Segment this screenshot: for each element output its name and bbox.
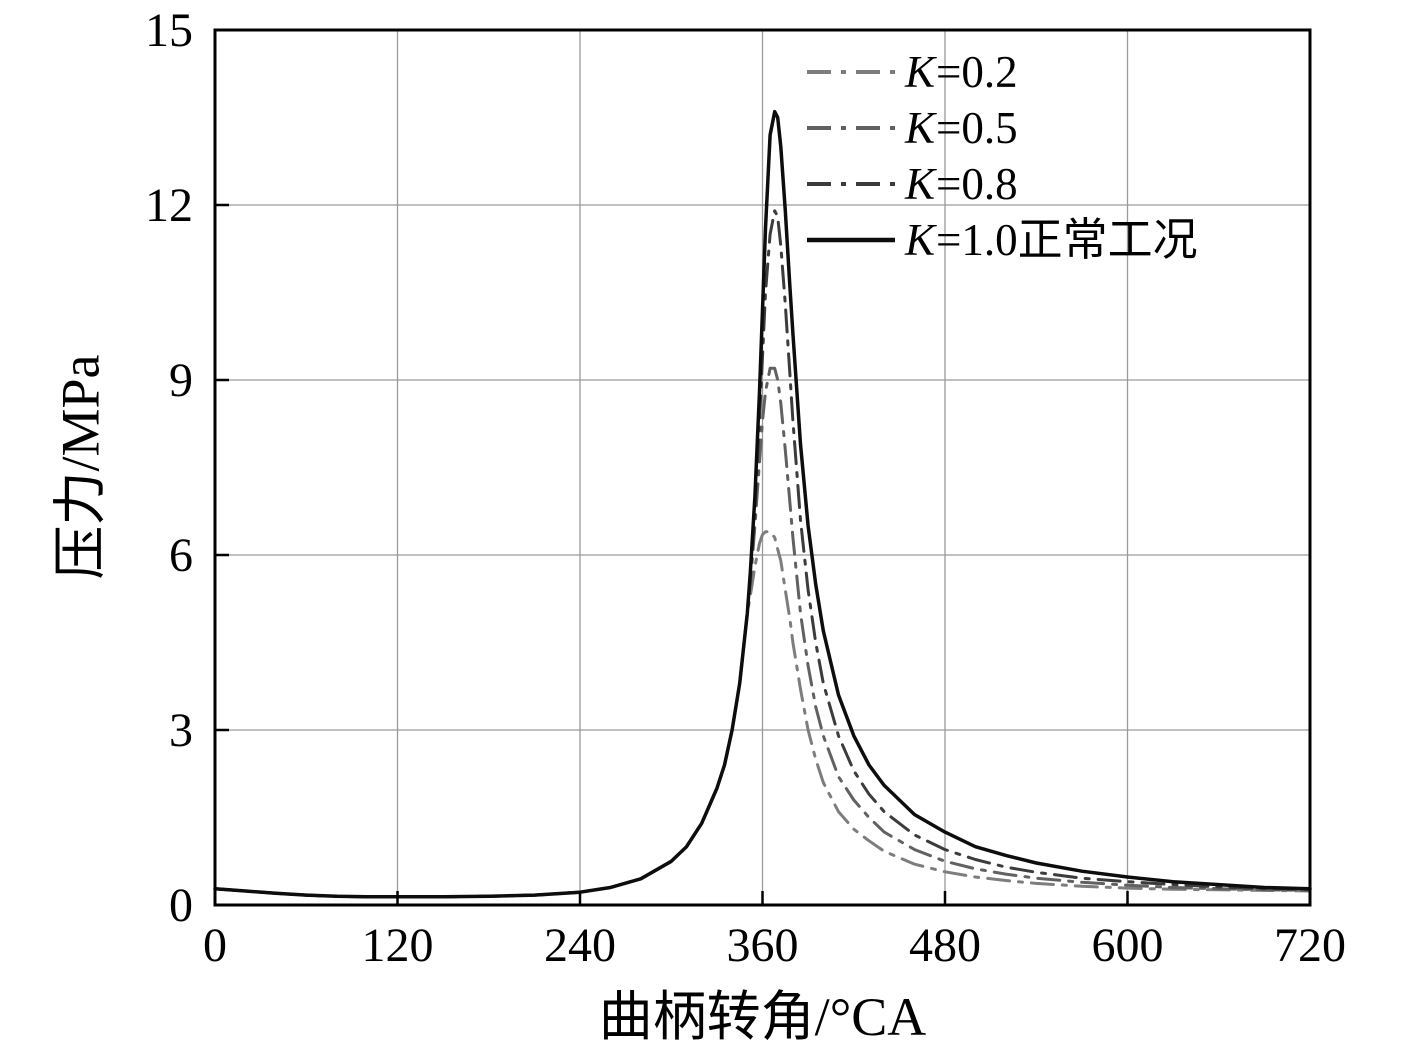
legend-line-sample xyxy=(807,237,895,243)
x-tick-label: 120 xyxy=(362,919,434,972)
x-tick-label: 600 xyxy=(1092,919,1164,972)
y-tick-label: 15 xyxy=(145,4,193,57)
legend-line-sample xyxy=(807,182,895,186)
legend-item-k-0-2: K=0.2 xyxy=(805,46,1198,98)
legend-label: K=0.8 xyxy=(905,158,1018,209)
legend-label-value: =0.2 xyxy=(936,46,1018,97)
legend-label-value: =0.5 xyxy=(936,102,1018,153)
legend-item-k-0-5: K=0.5 xyxy=(805,102,1198,154)
y-tick-label: 3 xyxy=(169,704,193,757)
x-tick-label: 0 xyxy=(203,919,227,972)
legend-label-k: K xyxy=(905,158,936,209)
legend-label-k: K xyxy=(905,214,936,265)
y-tick-label: 6 xyxy=(169,529,193,582)
legend-item-k-1-0-normal: K=1.0正常工况 xyxy=(805,214,1198,266)
legend-label: K=0.2 xyxy=(905,46,1018,97)
x-tick-label: 360 xyxy=(727,919,799,972)
x-tick-label: 240 xyxy=(544,919,616,972)
legend: K=0.2 K=0.5 K=0.8 K=1.0正常工况 xyxy=(805,46,1198,266)
legend-line-sample xyxy=(807,70,895,74)
y-axis-title: 压力/MPa xyxy=(50,354,111,580)
legend-label-value: =0.8 xyxy=(936,158,1018,209)
series-curve-K=1.0正常工况 xyxy=(213,109,1312,899)
legend-label: K=1.0正常工况 xyxy=(905,214,1198,265)
legend-item-k-0-8: K=0.8 xyxy=(805,158,1198,210)
y-tick-label: 0 xyxy=(169,879,193,932)
y-tick-label: 12 xyxy=(145,179,193,232)
x-tick-label: 720 xyxy=(1274,919,1346,972)
y-tick-label: 9 xyxy=(169,354,193,407)
legend-line-sample xyxy=(807,126,895,130)
x-axis-title: 曲柄转角/°CA xyxy=(598,987,927,1047)
legend-label: K=0.5 xyxy=(905,102,1018,153)
legend-label-value: =1.0正常工况 xyxy=(936,214,1198,265)
x-tick-label: 480 xyxy=(909,919,981,972)
legend-label-k: K xyxy=(905,102,936,153)
legend-label-k: K xyxy=(905,46,936,97)
